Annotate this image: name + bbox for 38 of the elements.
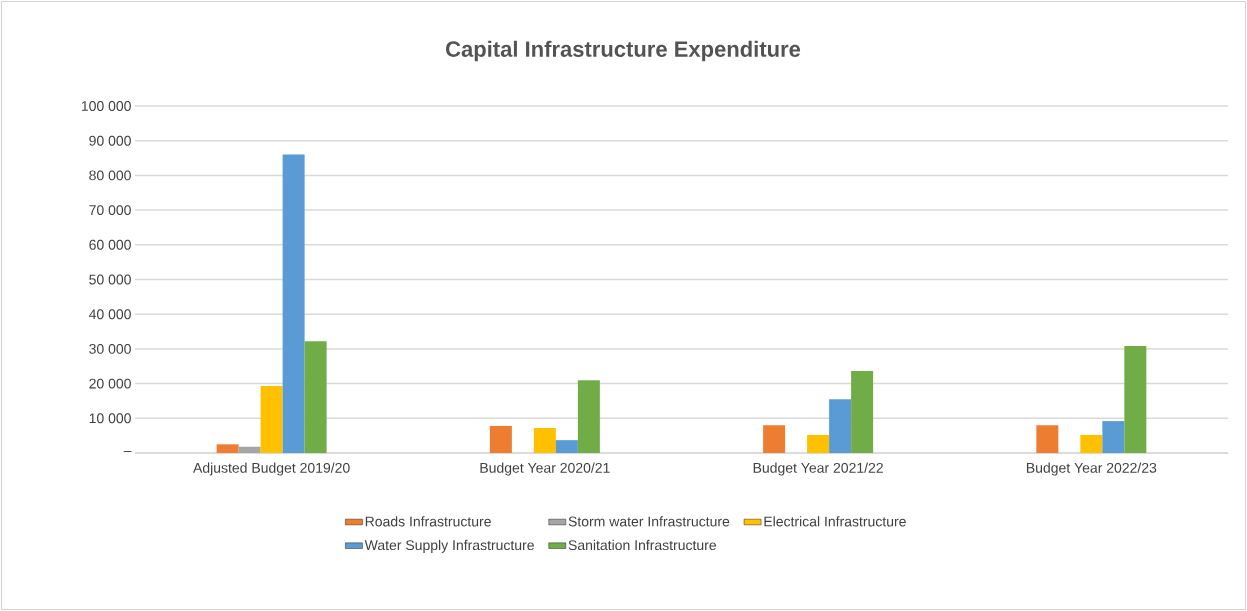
x-tick-label: Budget Year 2022/23 [1026,462,1157,476]
legend-label: Sanitation Infrastructure [568,539,717,551]
bar [1036,425,1059,453]
y-tick-label: 80 000 [89,170,131,181]
y-tick-label: 70 000 [89,205,131,216]
x-tick-label: Budget Year 2020/21 [480,462,610,476]
legend-label: Electrical Infrastructure [764,516,906,527]
bar [282,154,305,453]
y-tick-label: 50 000 [89,274,131,285]
bar [577,380,600,453]
bar [807,434,830,453]
y-tick-label: 90 000 [89,135,131,146]
y-tick-label: – [123,450,132,452]
bar [1124,346,1147,453]
legend-label: Roads Infrastructure [365,516,491,527]
legend-label: Water Supply Infrastructure [364,539,534,553]
bar [260,386,283,453]
y-tick-label: 10 000 [89,413,131,424]
x-tick-label: Budget Year 2021/22 [753,462,883,476]
bar [851,371,874,453]
y-tick-label: 30 000 [89,343,131,354]
legend-label: Storm water Infrastructure [568,516,730,527]
y-tick-label: 60 000 [89,239,131,250]
bar [763,425,786,453]
bar [555,440,578,453]
bar [1080,434,1103,453]
chart-title: Capital Infrastructure Expenditure [446,40,801,62]
bar [216,444,239,453]
y-tick-label: 40 000 [88,309,131,320]
bar [533,428,556,453]
bar [304,341,327,453]
x-tick-label: Adjusted Budget 2019/20 [193,462,350,476]
bar [829,399,852,453]
bar [238,446,261,453]
bar [489,425,512,453]
y-tick-label: 20 000 [89,378,131,389]
bar [1102,421,1125,453]
y-tick-label: 100 000 [81,101,131,111]
